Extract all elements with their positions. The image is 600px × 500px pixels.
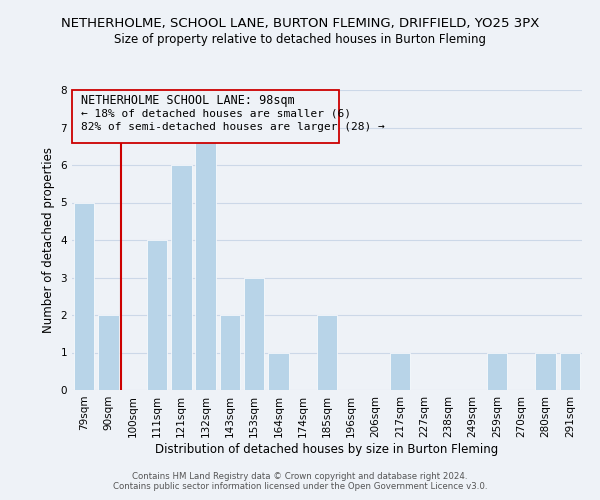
Text: Contains HM Land Registry data © Crown copyright and database right 2024.: Contains HM Land Registry data © Crown c… <box>132 472 468 481</box>
X-axis label: Distribution of detached houses by size in Burton Fleming: Distribution of detached houses by size … <box>155 442 499 456</box>
Bar <box>317 315 337 390</box>
Bar <box>146 240 167 390</box>
Text: 82% of semi-detached houses are larger (28) →: 82% of semi-detached houses are larger (… <box>81 122 385 132</box>
Bar <box>74 202 94 390</box>
Bar <box>389 352 410 390</box>
Bar <box>171 165 191 390</box>
Text: ← 18% of detached houses are smaller (6): ← 18% of detached houses are smaller (6) <box>81 108 351 118</box>
Bar <box>195 128 216 390</box>
Bar <box>560 352 580 390</box>
Y-axis label: Number of detached properties: Number of detached properties <box>42 147 55 333</box>
Bar <box>220 315 240 390</box>
Bar <box>98 315 119 390</box>
Bar <box>487 352 508 390</box>
Text: Size of property relative to detached houses in Burton Fleming: Size of property relative to detached ho… <box>114 32 486 46</box>
Bar <box>535 352 556 390</box>
Text: NETHERHOLME, SCHOOL LANE, BURTON FLEMING, DRIFFIELD, YO25 3PX: NETHERHOLME, SCHOOL LANE, BURTON FLEMING… <box>61 18 539 30</box>
Text: Contains public sector information licensed under the Open Government Licence v3: Contains public sector information licen… <box>113 482 487 491</box>
Bar <box>268 352 289 390</box>
Bar <box>244 278 265 390</box>
Text: NETHERHOLME SCHOOL LANE: 98sqm: NETHERHOLME SCHOOL LANE: 98sqm <box>81 94 295 107</box>
